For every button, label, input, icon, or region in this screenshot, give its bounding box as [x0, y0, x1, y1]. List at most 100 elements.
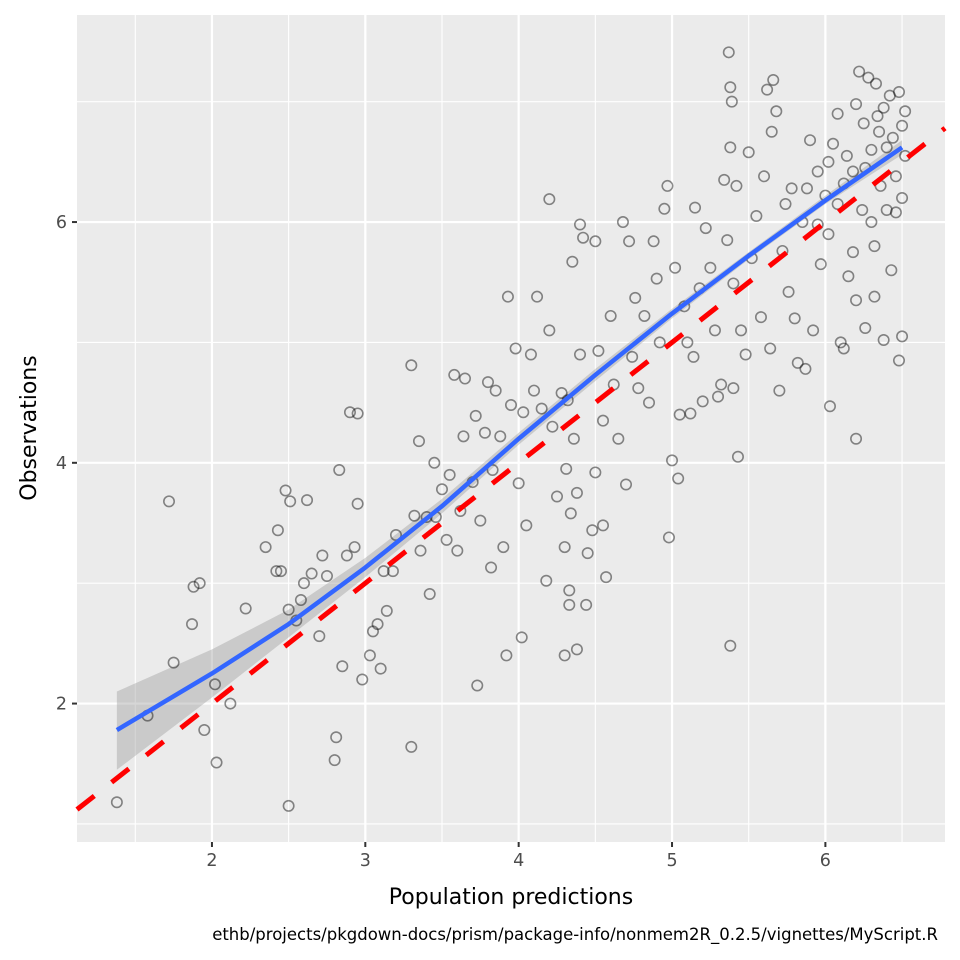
data-point: [672, 472, 685, 485]
data-point: [696, 395, 709, 408]
data-point: [822, 155, 835, 168]
data-point: [110, 796, 123, 809]
x-tick-label: 5: [666, 851, 677, 871]
data-point: [837, 342, 850, 355]
data-point: [313, 630, 326, 643]
data-point: [662, 531, 675, 544]
x-tick-label: 4: [513, 851, 524, 871]
data-point: [687, 350, 700, 363]
data-point: [699, 222, 712, 235]
data-point: [566, 255, 579, 268]
data-point: [481, 376, 494, 389]
data-point: [750, 210, 763, 223]
data-point: [869, 77, 882, 90]
x-tick-label: 6: [820, 851, 831, 871]
data-point: [517, 406, 530, 419]
data-point: [412, 435, 425, 448]
data-point: [868, 290, 881, 303]
data-point: [715, 378, 728, 391]
data-point: [616, 216, 629, 229]
data-point: [643, 396, 656, 409]
data-point: [782, 285, 795, 298]
data-point: [414, 544, 427, 557]
data-point: [580, 598, 593, 611]
data-point: [767, 74, 780, 87]
data-point: [873, 125, 886, 138]
data-point: [758, 170, 771, 183]
data-point: [853, 65, 866, 78]
data-point: [681, 336, 694, 349]
data-point: [167, 656, 180, 669]
data-point: [282, 603, 295, 616]
data-point: [827, 137, 840, 150]
data-point: [564, 507, 577, 520]
data-point: [336, 660, 349, 673]
grid-minor: [77, 15, 945, 842]
data-point: [270, 565, 283, 578]
data-point: [284, 495, 297, 508]
data-point: [725, 95, 738, 108]
data-point: [735, 324, 748, 337]
data-point: [528, 384, 541, 397]
data-point: [730, 179, 743, 192]
data-point: [366, 625, 379, 638]
grid-major: [77, 15, 945, 842]
data-point: [504, 399, 517, 412]
data-point: [889, 206, 902, 219]
data-point: [546, 420, 559, 433]
data-point: [535, 402, 548, 415]
data-point: [856, 204, 869, 217]
data-point: [363, 649, 376, 662]
data-point: [581, 547, 594, 560]
data-point: [485, 561, 498, 574]
data-point: [597, 519, 610, 532]
data-point: [457, 430, 470, 443]
data-point: [560, 462, 573, 475]
data-point: [871, 110, 884, 123]
data-point: [724, 639, 737, 652]
data-point: [846, 246, 859, 259]
data-point: [543, 193, 556, 206]
data-point: [377, 565, 390, 578]
data-point: [779, 197, 792, 210]
smooth-line-group: [115, 145, 904, 732]
data-point: [294, 594, 307, 607]
data-point: [524, 348, 537, 361]
data-point: [727, 277, 740, 290]
data-point: [859, 321, 872, 334]
data-point: [877, 101, 890, 114]
data-point: [351, 497, 364, 510]
caption: ethb/projects/pkgdown-docs/prism/package…: [212, 925, 938, 945]
y-tick-label: 2: [56, 695, 67, 715]
data-point: [799, 362, 812, 375]
data-point: [405, 740, 418, 753]
data-point: [612, 432, 625, 445]
data-point: [669, 261, 682, 274]
data-point: [592, 344, 605, 357]
data-point: [727, 382, 740, 395]
data-point: [868, 240, 881, 253]
data-point: [739, 348, 752, 361]
data-point: [822, 228, 835, 241]
data-point: [673, 408, 686, 421]
data-point: [405, 359, 418, 372]
data-point: [896, 119, 909, 132]
data-point: [356, 673, 369, 686]
data-point: [724, 81, 737, 94]
data-point: [883, 89, 896, 102]
data-point: [638, 309, 651, 322]
data-point: [271, 524, 284, 537]
data-point: [512, 477, 525, 490]
data-point: [892, 354, 905, 367]
data-point: [718, 173, 731, 186]
data-point: [892, 86, 905, 99]
reference-line-group: [75, 126, 947, 812]
data-point: [515, 631, 528, 644]
data-point: [328, 754, 341, 767]
data-point: [632, 382, 645, 395]
data-point: [885, 264, 898, 277]
data-point: [708, 324, 721, 337]
data-point: [478, 426, 491, 439]
data-point: [494, 430, 507, 443]
